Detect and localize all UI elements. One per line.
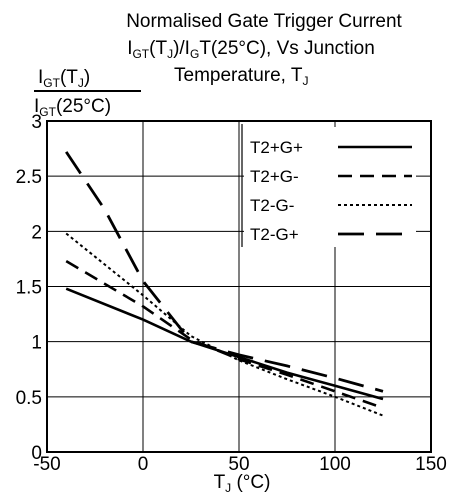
legend: T2+G+ T2+G- T2-G- T2-G+ (241, 124, 416, 247)
y-tick-label: 0 (31, 443, 42, 464)
legend-label: T2+G+ (250, 138, 303, 157)
plot-frame (46, 120, 432, 453)
y-axis-label: IGT(TJ) IGT(25°C) (34, 67, 141, 119)
y-tick-label: 0.5 (16, 388, 42, 409)
chart-title: Normalised Gate Trigger Current (126, 11, 402, 32)
series-line-t2-g- (65, 287, 384, 401)
legend-label: T2+G- (250, 167, 299, 186)
series-line-t2-g- (65, 151, 384, 393)
series-line-t2-g- (65, 259, 384, 410)
legend-label: T2-G- (250, 196, 294, 215)
y-tick-label: 1.5 (16, 278, 42, 299)
y-tick-label: 3 (31, 112, 42, 133)
x-tick-label: 150 (415, 454, 447, 475)
y-tick-label: 2 (31, 222, 42, 243)
y-tick-label: 2.5 (16, 167, 42, 188)
y-tick-label: 1 (31, 333, 42, 354)
svg-text:IGT(TJ): IGT(TJ) (38, 67, 90, 90)
chart-subtitle-2: Temperature, TJ (174, 65, 308, 88)
x-tick-label: -50 (33, 454, 60, 475)
x-tick-label: 100 (319, 454, 351, 475)
chart-subtitle: IGT(TJ)/IGT(25°C), Vs Junction (127, 38, 375, 61)
series-lines (65, 151, 384, 417)
x-tick-label: 50 (228, 454, 249, 475)
svg-text:IGT(25°C): IGT(25°C) (34, 96, 111, 119)
legend-label: T2-G+ (250, 225, 299, 244)
x-axis-label: TJ (°C) (214, 472, 271, 495)
x-tick-label: 0 (138, 454, 149, 475)
